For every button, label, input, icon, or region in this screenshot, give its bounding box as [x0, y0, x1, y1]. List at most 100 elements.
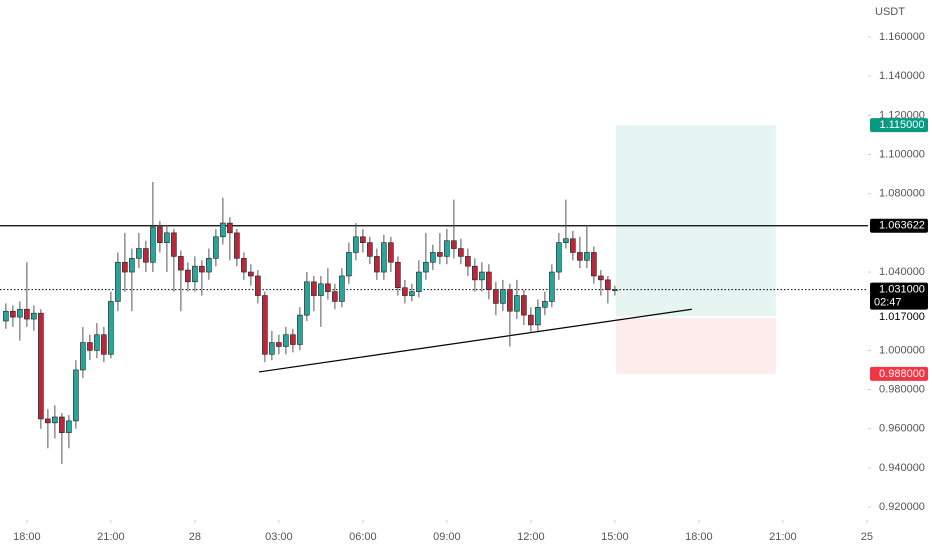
- candle-body: [171, 232, 177, 257]
- line-label: 1.063622: [879, 220, 925, 232]
- y-tick-label: 0.980000: [879, 383, 925, 395]
- line-label: 1.031000: [879, 284, 925, 296]
- candle-body: [304, 281, 310, 316]
- candle-body: [409, 291, 415, 296]
- candle-body: [451, 240, 457, 249]
- candle-body: [241, 258, 247, 273]
- candle-body: [332, 291, 338, 302]
- target-label: 1.115000: [879, 119, 924, 131]
- candle-body: [472, 265, 478, 281]
- candle-body: [346, 252, 352, 277]
- candle-body: [192, 265, 198, 283]
- candle-body: [430, 252, 436, 263]
- candle-body: [31, 312, 37, 320]
- candle-body: [80, 342, 86, 371]
- candle-body: [549, 271, 555, 302]
- target-label-box: [870, 118, 928, 133]
- candle-body: [157, 226, 163, 243]
- candle-body: [248, 271, 254, 277]
- line-label-box: [870, 282, 928, 310]
- candle-body: [479, 271, 485, 281]
- stop-label: 0.988000: [879, 368, 925, 380]
- y-tick-label: 1.080000: [879, 188, 925, 200]
- candle-body: [388, 242, 394, 263]
- candle-body: [45, 418, 51, 424]
- candle-body: [416, 271, 422, 292]
- x-tick-label: 25: [861, 531, 873, 543]
- candle-body: [297, 314, 303, 345]
- candle-body: [311, 281, 317, 296]
- stop-label-box: [870, 366, 928, 381]
- candle-body: [108, 301, 114, 355]
- candle-body: [59, 416, 65, 433]
- candle-body: [269, 342, 275, 355]
- candle-body: [101, 334, 107, 355]
- y-tick-label: 1.040000: [879, 266, 925, 278]
- y-tick-label: 0.920000: [879, 501, 925, 513]
- x-tick-label: 21:00: [97, 531, 125, 543]
- candle-body: [290, 334, 296, 345]
- candle-body: [318, 283, 324, 296]
- candle-body: [598, 275, 604, 281]
- candle-body: [374, 256, 380, 273]
- candle-body: [24, 308, 30, 320]
- candle-body: [234, 232, 240, 259]
- candle-body: [66, 420, 72, 433]
- candle-body: [507, 289, 513, 312]
- y-tick-label: 1.140000: [879, 70, 925, 82]
- y-tick-label: 1.160000: [879, 31, 925, 43]
- candle-body: [52, 416, 58, 424]
- candle-body: [199, 265, 205, 273]
- x-tick-label: 06:00: [349, 531, 377, 543]
- x-tick-label: 28: [189, 531, 201, 543]
- line-label-box: [870, 218, 928, 233]
- candle-body: [381, 242, 387, 273]
- candle-body: [122, 261, 128, 273]
- y-tick-label: 1.100000: [879, 148, 925, 160]
- candle-body: [87, 342, 93, 351]
- candle-body: [276, 342, 282, 347]
- candle-body: [591, 252, 597, 277]
- x-tick-label: 21:00: [769, 531, 797, 543]
- candle-body: [535, 306, 541, 326]
- candle-body: [402, 287, 408, 296]
- candle-body: [444, 240, 450, 257]
- candle-body: [605, 279, 611, 290]
- candle-body: [353, 236, 359, 253]
- candle-body: [437, 252, 443, 257]
- y-tick-label: 1.000000: [879, 344, 925, 356]
- candle-body: [521, 295, 527, 316]
- currency-label: USDT: [875, 6, 905, 18]
- candle-body: [227, 222, 233, 234]
- stop-zone: [616, 317, 776, 374]
- candle-body: [164, 232, 170, 243]
- candle-body: [367, 242, 373, 257]
- candle-body: [283, 334, 289, 347]
- candle-body: [143, 248, 149, 263]
- candle-body: [395, 261, 401, 289]
- candle-body: [129, 258, 135, 273]
- candle-body: [493, 289, 499, 304]
- candle-body: [570, 238, 576, 253]
- candle-body: [220, 222, 226, 238]
- countdown: 02:47: [874, 297, 902, 309]
- candle-body: [185, 269, 191, 283]
- candle-body: [542, 301, 548, 308]
- candle-body: [325, 283, 331, 292]
- trendline: [258, 308, 692, 373]
- x-tick-label: 15:00: [601, 531, 629, 543]
- x-tick-label: 18:00: [13, 531, 41, 543]
- candle-body: [73, 369, 79, 422]
- target-zone: [616, 125, 776, 318]
- candle-body: [178, 256, 184, 271]
- candle-body: [255, 275, 261, 296]
- x-tick-label: 09:00: [433, 531, 461, 543]
- candle-body: [360, 236, 366, 243]
- candle-body: [500, 289, 506, 304]
- candle-body: [584, 252, 590, 261]
- candle-body: [563, 238, 569, 243]
- entry-label: 1.017000: [879, 311, 925, 323]
- y-tick-label: 0.940000: [879, 462, 925, 474]
- candle-body: [94, 334, 100, 351]
- candle-body: [10, 310, 16, 318]
